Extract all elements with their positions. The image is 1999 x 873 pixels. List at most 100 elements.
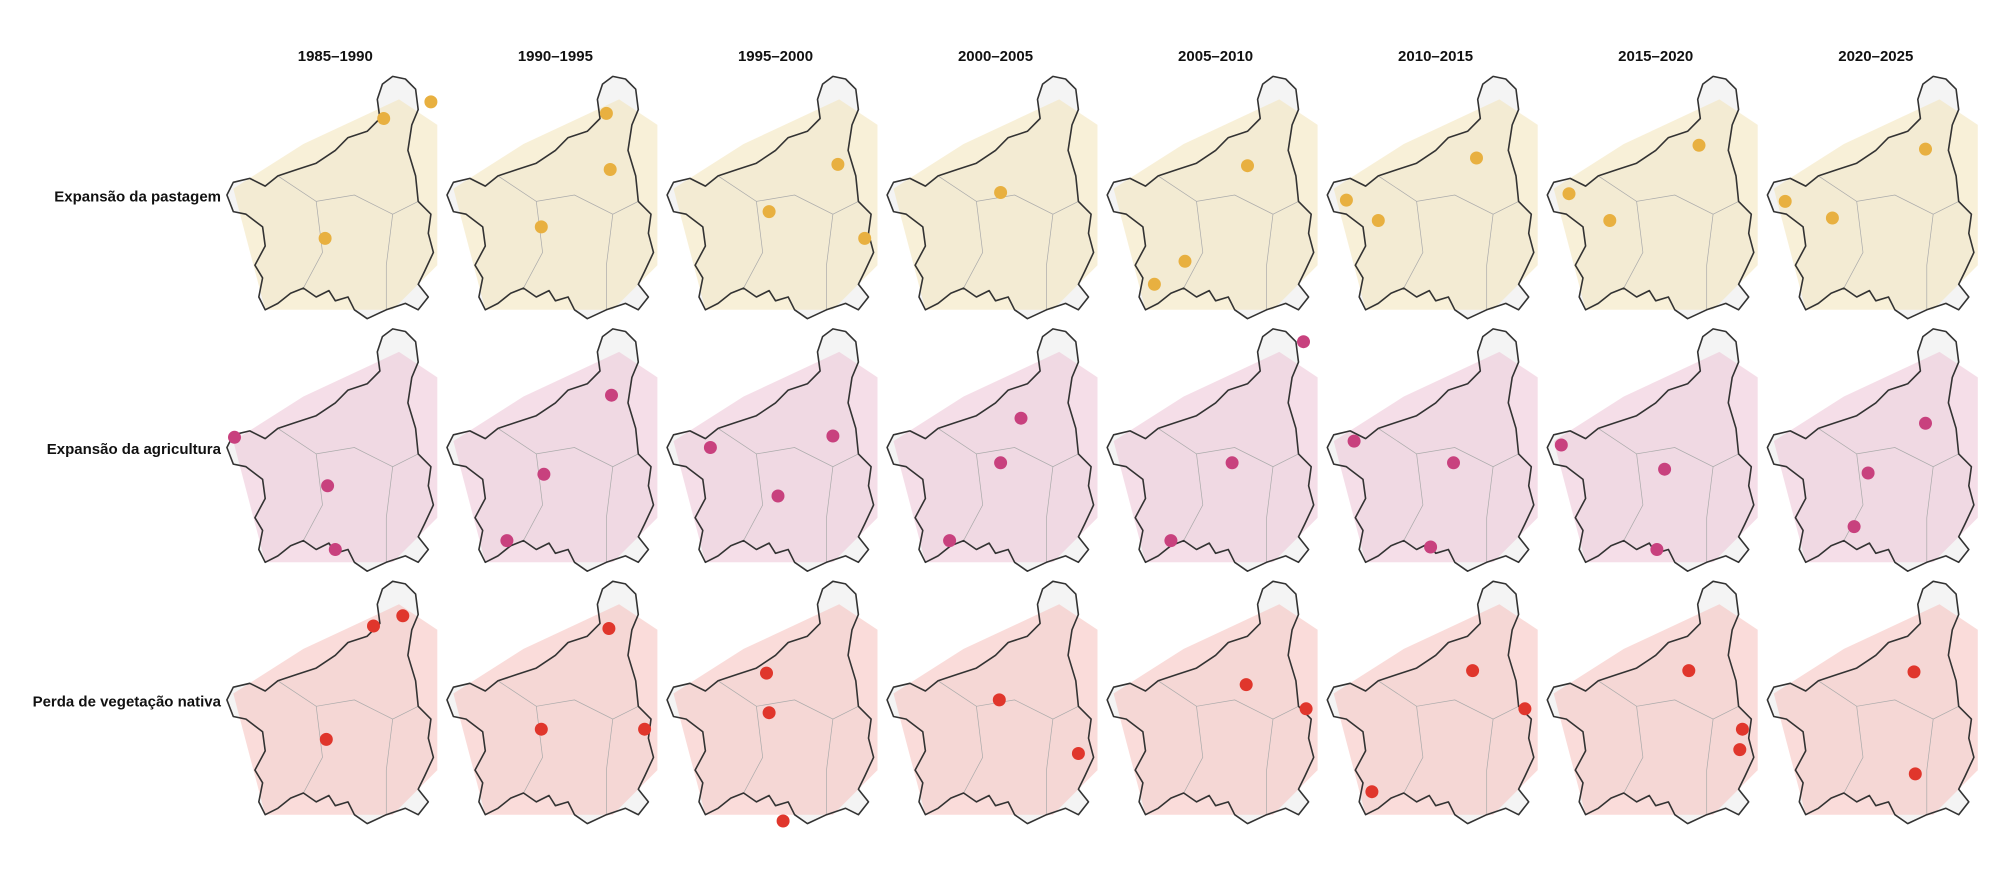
map-panel — [886, 328, 1098, 572]
centroid-dot — [1347, 434, 1361, 448]
density-area — [1773, 604, 1978, 815]
row-label: Perda de vegetação nativa — [33, 693, 222, 710]
centroid-dot — [1658, 462, 1672, 476]
density-area — [893, 604, 1098, 815]
state-border — [1486, 466, 1494, 563]
state-border — [277, 680, 419, 720]
centroid-dot — [1919, 416, 1932, 430]
state-border — [1623, 706, 1644, 794]
map-outline — [446, 328, 655, 572]
state-border — [743, 453, 764, 541]
state-border — [385, 214, 394, 310]
centroid-dot — [762, 706, 776, 720]
state-border — [1266, 466, 1274, 563]
state-border — [1403, 453, 1424, 541]
state-border — [1818, 428, 1959, 468]
density-area — [1553, 604, 1758, 815]
density-area — [1333, 99, 1538, 310]
state-border — [303, 706, 323, 794]
column-header: 1995–2000 — [738, 48, 813, 65]
map-panel — [1326, 580, 1538, 825]
centroid-dot — [377, 112, 391, 125]
map-outline — [1546, 580, 1755, 825]
state-border — [606, 214, 614, 310]
centroid-dot — [328, 543, 342, 556]
state-border — [303, 201, 323, 289]
map-outline — [226, 75, 435, 320]
centroid-dot — [994, 456, 1008, 470]
state-border — [1598, 680, 1739, 720]
column-header: 1990–1995 — [518, 48, 593, 65]
state-border — [1378, 428, 1519, 468]
centroid-dot — [534, 722, 548, 736]
centroid-dot — [500, 534, 514, 548]
density-area — [1113, 351, 1318, 563]
density-area — [673, 351, 878, 563]
state-border — [1706, 466, 1714, 563]
centroid-dot — [1518, 702, 1532, 716]
column-header: 2020–2025 — [1838, 48, 1913, 65]
centroid-dot — [1470, 151, 1483, 165]
map-outline — [226, 328, 435, 572]
state-border — [743, 706, 764, 794]
centroid-dot — [534, 220, 548, 234]
state-border — [1158, 175, 1299, 215]
state-border — [1158, 428, 1299, 468]
state-border — [826, 214, 834, 310]
map-outline — [226, 580, 435, 825]
centroid-dot — [1919, 142, 1932, 156]
map-outline — [666, 328, 875, 572]
state-border — [1046, 719, 1054, 815]
density-area — [893, 99, 1098, 310]
centroid-dot — [228, 430, 241, 444]
centroid-dot — [1447, 456, 1460, 470]
state-border — [1378, 680, 1519, 720]
centroid-dot — [1778, 194, 1792, 208]
density-area — [1773, 351, 1978, 563]
map-outline — [1106, 328, 1315, 572]
state-border — [523, 706, 543, 794]
state-border — [1266, 719, 1274, 815]
centroid-dot — [605, 388, 618, 402]
state-border — [717, 428, 859, 468]
centroid-dot — [1733, 743, 1747, 757]
map-outline — [1106, 75, 1315, 320]
density-area — [1333, 351, 1538, 563]
state-border — [1926, 719, 1934, 815]
density-area — [893, 351, 1098, 563]
map-outline — [886, 580, 1095, 825]
map-panel — [226, 328, 438, 572]
state-border — [1843, 201, 1864, 289]
state-border — [1046, 466, 1054, 563]
map-panel — [446, 328, 658, 572]
centroid-dot — [1147, 277, 1161, 291]
map-panel — [1106, 328, 1318, 572]
map-outline — [886, 328, 1095, 572]
state-border — [1843, 706, 1864, 794]
centroid-dot — [762, 205, 776, 219]
map-panel — [1766, 328, 1978, 572]
state-border — [717, 680, 859, 720]
column-header: 2015–2020 — [1618, 48, 1693, 65]
centroid-dot — [1371, 214, 1385, 227]
map-panel — [666, 75, 878, 320]
centroid-dot — [1908, 767, 1922, 781]
state-border — [277, 175, 419, 215]
density-area — [233, 99, 438, 310]
state-border — [606, 719, 614, 815]
map-panel — [1326, 75, 1538, 320]
state-border — [497, 175, 639, 215]
map-outline — [446, 75, 655, 320]
state-border — [937, 428, 1079, 468]
column-header: 2010–2015 — [1398, 48, 1473, 65]
state-border — [937, 680, 1079, 720]
map-panel — [1766, 580, 1978, 825]
centroid-dot — [319, 732, 333, 746]
state-border — [1926, 466, 1934, 563]
density-area — [1333, 604, 1538, 815]
centroid-dot — [858, 231, 872, 245]
centroid-dot — [1164, 534, 1178, 548]
centroid-dot — [367, 619, 380, 633]
state-border — [523, 201, 543, 289]
